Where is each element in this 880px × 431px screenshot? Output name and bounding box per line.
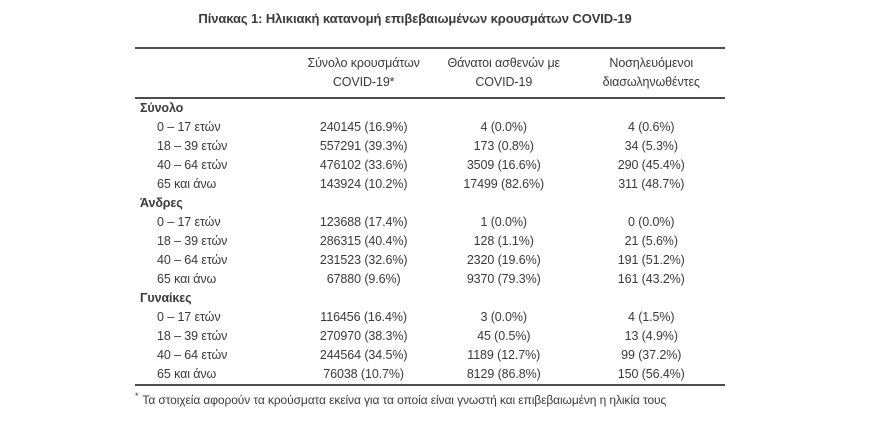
cases-cell: 143924 (10.2%) xyxy=(319,177,408,191)
table-row: 18 – 39 ετών 557291 (39.3%) 173 (0.8%) 3… xyxy=(135,137,725,156)
cases-cell: 76038 (10.7%) xyxy=(323,367,404,381)
header-intubated-line1: Νοσηλευόμενοι xyxy=(609,56,694,70)
table-row: 40 – 64 ετών 476102 (33.6%) 3509 (16.6%)… xyxy=(135,156,725,175)
age-label: 0 – 17 ετών xyxy=(157,215,221,229)
header-empty-cell xyxy=(135,48,298,99)
cases-cell: 116456 (16.4%) xyxy=(320,310,407,324)
table-row: 40 – 64 ετών 244564 (34.5%) 1189 (12.7%)… xyxy=(135,346,725,365)
header-deaths-line1: Θάνατοι ασθενών με xyxy=(447,56,561,70)
header-total-cases: Σύνολο κρουσμάτων COVID-19* xyxy=(297,48,430,99)
section-header-total: Σύνολο xyxy=(135,98,725,118)
intubated-cell: 21 (5.6%) xyxy=(624,234,678,248)
cases-cell: 123688 (17.4%) xyxy=(319,215,408,229)
deaths-cell: 1 (0.0%) xyxy=(480,215,528,229)
section-label: Σύνολο xyxy=(140,101,184,115)
section-header-women: Γυναίκες xyxy=(135,289,725,308)
deaths-cell: 3 (0.0%) xyxy=(480,310,528,324)
cases-cell: 270970 (38.3%) xyxy=(319,329,408,343)
deaths-cell: 1189 (12.7%) xyxy=(467,348,541,362)
table-row: 0 – 17 ετών 240145 (16.9%) 4 (0.0%) 4 (0… xyxy=(135,118,725,137)
deaths-cell: 45 (0.5%) xyxy=(477,329,531,343)
section-label: Άνδρες xyxy=(140,196,183,210)
header-deaths: Θάνατοι ασθενών με COVID-19 xyxy=(430,48,578,99)
footnote-text: Τα στοιχεία αφορούν τα κρούσματα εκείνα … xyxy=(142,393,667,407)
age-label: 18 – 39 ετών xyxy=(157,234,228,248)
deaths-cell: 173 (0.8%) xyxy=(473,139,534,153)
table-row: 65 και άνω 67880 (9.6%) 9370 (79.3%) 161… xyxy=(135,270,725,289)
age-label: 65 και άνω xyxy=(157,177,217,191)
cases-cell: 240145 (16.9%) xyxy=(319,120,408,134)
intubated-cell: 4 (1.5%) xyxy=(628,310,675,324)
table-row: 0 – 17 ετών 123688 (17.4%) 1 (0.0%) 0 (0… xyxy=(135,213,725,232)
intubated-cell: 311 (48.7%) xyxy=(618,177,685,191)
deaths-cell: 9370 (79.3%) xyxy=(466,272,541,286)
intubated-cell: 0 (0.0%) xyxy=(628,215,675,229)
cases-cell: 231523 (32.6%) xyxy=(319,253,408,267)
section-label: Γυναίκες xyxy=(140,291,192,305)
header-row: Σύνολο κρουσμάτων COVID-19* Θάνατοι ασθε… xyxy=(135,48,725,99)
deaths-cell: 17499 (82.6%) xyxy=(463,177,545,191)
age-label: 65 και άνω xyxy=(157,367,217,381)
deaths-cell: 2320 (19.6%) xyxy=(466,253,541,267)
table-row: 0 – 17 ετών 116456 (16.4%) 3 (0.0%) 4 (1… xyxy=(135,308,725,327)
cases-cell: 286315 (40.4%) xyxy=(319,234,408,248)
cases-cell: 476102 (33.6%) xyxy=(319,158,408,172)
cases-cell: 557291 (39.3%) xyxy=(319,139,408,153)
deaths-cell: 128 (1.1%) xyxy=(473,234,534,248)
header-total-cases-line2: COVID-19* xyxy=(332,75,395,89)
table-header: Σύνολο κρουσμάτων COVID-19* Θάνατοι ασθε… xyxy=(135,48,725,99)
table-row: 18 – 39 ετών 286315 (40.4%) 128 (1.1%) 2… xyxy=(135,232,725,251)
table-footnote: * Τα στοιχεία αφορούν τα κρούσματα εκείνα… xyxy=(135,392,745,408)
cases-cell: 67880 (9.6%) xyxy=(326,272,401,286)
age-label: 0 – 17 ετών xyxy=(157,310,221,324)
intubated-cell: 150 (56.4%) xyxy=(617,367,685,381)
deaths-cell: 4 (0.0%) xyxy=(480,120,528,134)
intubated-cell: 161 (43.2%) xyxy=(617,272,685,286)
age-label: 40 – 64 ετών xyxy=(157,158,228,172)
age-label: 0 – 17 ετών xyxy=(157,120,221,134)
deaths-cell: 3509 (16.6%) xyxy=(466,158,541,172)
intubated-cell: 13 (4.9%) xyxy=(624,329,678,343)
section-header-men: Άνδρες xyxy=(135,194,725,213)
age-label: 40 – 64 ετών xyxy=(157,253,228,267)
table-row: 40 – 64 ετών 231523 (32.6%) 2320 (19.6%)… xyxy=(135,251,725,270)
table-row: 18 – 39 ετών 270970 (38.3%) 45 (0.5%) 13… xyxy=(135,327,725,346)
covid-age-distribution-table: Σύνολο κρουσμάτων COVID-19* Θάνατοι ασθε… xyxy=(135,47,725,386)
age-label: 18 – 39 ετών xyxy=(157,139,228,153)
header-intubated: Νοσηλευόμενοι διασωληνωθέντες xyxy=(577,48,725,99)
intubated-cell: 99 (37.2%) xyxy=(621,348,682,362)
header-intubated-line2: διασωληνωθέντες xyxy=(602,75,700,89)
age-label: 18 – 39 ετών xyxy=(157,329,228,343)
cases-cell: 244564 (34.5%) xyxy=(319,348,408,362)
age-label: 40 – 64 ετών xyxy=(157,348,228,362)
table-row: 65 και άνω 76038 (10.7%) 8129 (86.8%) 15… xyxy=(135,365,725,385)
deaths-cell: 8129 (86.8%) xyxy=(466,367,541,381)
intubated-cell: 4 (0.6%) xyxy=(628,120,675,134)
age-label: 65 και άνω xyxy=(157,272,217,286)
header-total-cases-line1: Σύνολο κρουσμάτων xyxy=(307,56,420,70)
intubated-cell: 290 (45.4%) xyxy=(617,158,685,172)
footnote-marker: * xyxy=(135,391,139,401)
intubated-cell: 191 (51.2%) xyxy=(617,253,685,267)
intubated-cell: 34 (5.3%) xyxy=(624,139,678,153)
table-body: Σύνολο 0 – 17 ετών 240145 (16.9%) 4 (0.0… xyxy=(135,98,725,385)
header-deaths-line2: COVID-19 xyxy=(475,75,533,89)
table-row: 65 και άνω 143924 (10.2%) 17499 (82.6%) … xyxy=(135,175,725,194)
table-title: Πίνακας 1: Ηλικιακή κατανομή επιβεβαιωμέ… xyxy=(198,11,632,26)
